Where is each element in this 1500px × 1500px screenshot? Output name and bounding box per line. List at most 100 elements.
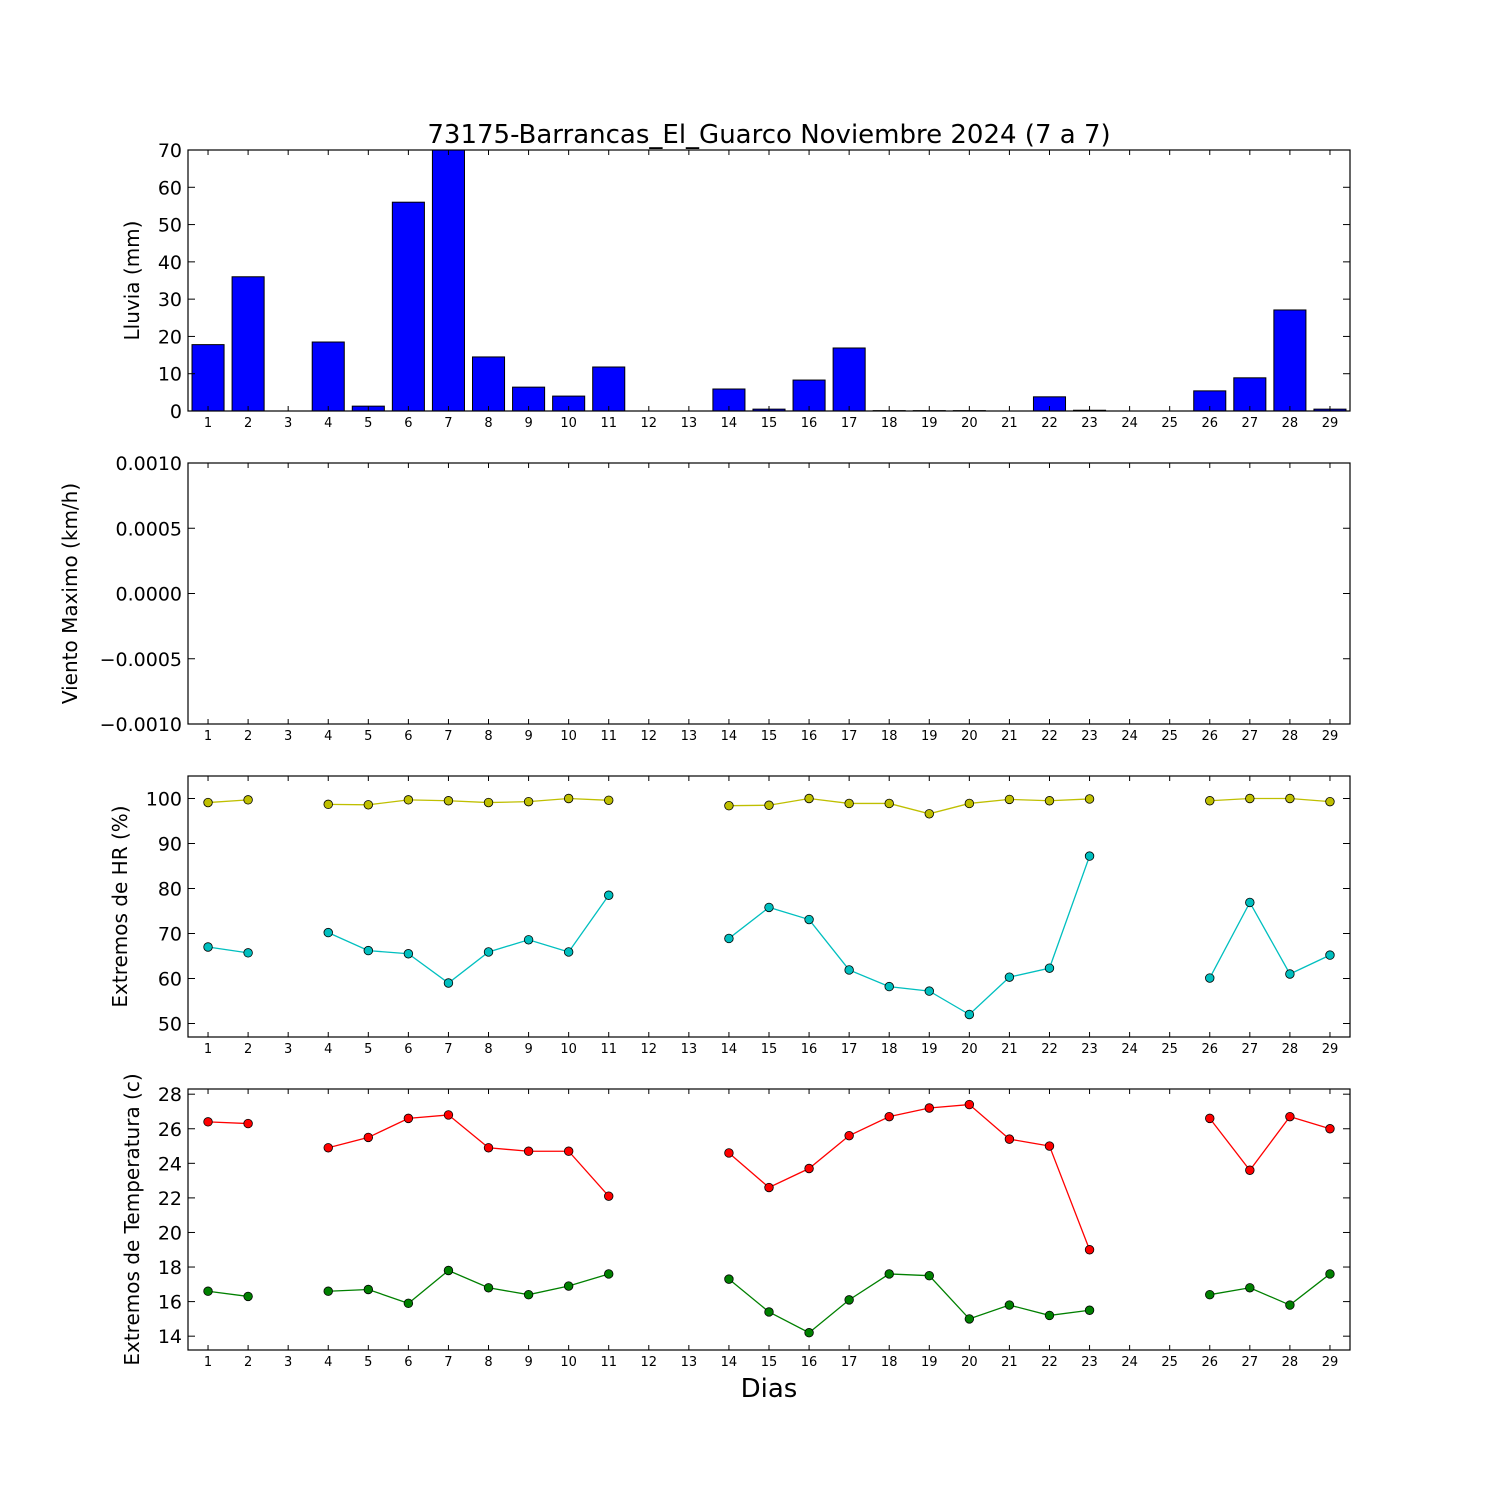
bar-day-6 [392,202,424,411]
x-tick-label: 26 [1201,1042,1218,1057]
y-axis-label: Viento Maximo (km/h) [58,483,82,704]
y-tick-label: −0.0010 [100,714,182,736]
point-day-4 [324,1287,333,1296]
point-day-27 [1246,1166,1255,1175]
point-day-26 [1205,1114,1214,1123]
point-day-10 [564,948,573,957]
x-tick-label: 24 [1121,729,1138,744]
x-tick-label: 29 [1322,1042,1339,1057]
x-tick-label: 1 [204,729,212,744]
y-tick-label: 0.0010 [116,453,182,475]
x-tick-label: 17 [841,1355,858,1370]
x-tick-label: 7 [444,1042,452,1057]
bar-day-4 [312,342,344,411]
x-tick-label: 8 [484,729,492,744]
x-tick-label: 23 [1081,1042,1098,1057]
point-day-6 [404,796,413,805]
point-day-15 [765,801,774,810]
point-day-15 [765,1308,774,1317]
point-day-5 [364,1285,373,1294]
x-tick-label: 13 [681,416,698,431]
point-day-23 [1085,852,1094,861]
x-tick-label: 1 [204,1355,212,1370]
x-tick-label: 22 [1041,729,1058,744]
point-day-22 [1045,796,1054,805]
point-day-14 [725,1275,734,1284]
point-day-15 [765,1183,774,1192]
point-day-6 [404,949,413,958]
x-tick-label: 25 [1161,1355,1178,1370]
bar-day-7 [432,150,464,411]
x-tick-label: 18 [881,1355,898,1370]
x-tick-label: 25 [1161,1042,1178,1057]
chart-title: 73175-Barrancas_El_Guarco Noviembre 2024… [427,120,1110,150]
point-day-19 [925,1104,934,1113]
x-tick-label: 28 [1282,416,1299,431]
x-tick-label: 11 [600,1355,617,1370]
x-tick-label: 27 [1242,1355,1259,1370]
point-day-7 [444,1111,453,1120]
point-day-28 [1286,1301,1295,1310]
bar-day-1 [192,345,224,411]
x-tick-label: 5 [364,1042,372,1057]
point-day-28 [1286,970,1295,979]
point-day-11 [604,1192,613,1201]
point-day-14 [725,1149,734,1158]
point-day-6 [404,1114,413,1123]
bar-day-8 [472,357,504,411]
y-tick-label: 16 [158,1292,182,1314]
y-tick-label: 80 [158,879,182,901]
point-day-5 [364,946,373,955]
x-tick-label: 20 [961,416,978,431]
point-day-19 [925,810,934,819]
x-tick-label: 26 [1201,416,1218,431]
x-tick-label: 5 [364,416,372,431]
x-tick-label: 6 [404,1042,412,1057]
point-day-17 [845,1131,854,1140]
y-axis-label: Extremos de Temperatura (c) [120,1073,144,1365]
point-day-10 [564,1147,573,1156]
point-day-1 [204,798,213,807]
x-tick-label: 15 [761,1042,778,1057]
x-tick-label: 9 [524,729,532,744]
point-day-15 [765,903,774,912]
y-tick-label: 90 [158,834,182,856]
x-tick-label: 9 [524,1042,532,1057]
point-day-1 [204,1118,213,1127]
x-tick-label: 8 [484,1042,492,1057]
point-day-21 [1005,973,1014,982]
point-day-23 [1085,1306,1094,1315]
x-tick-label: 21 [1001,1042,1018,1057]
point-day-28 [1286,1112,1295,1121]
x-tick-label: 11 [600,416,617,431]
x-tick-label: 21 [1001,1355,1018,1370]
point-day-16 [805,794,814,803]
y-tick-label: 28 [158,1084,182,1106]
x-tick-label: 4 [324,1355,332,1370]
x-tick-label: 22 [1041,1042,1058,1057]
point-day-17 [845,966,854,975]
point-day-9 [524,936,533,945]
y-tick-label: 26 [158,1119,182,1141]
point-day-21 [1005,1135,1014,1144]
point-day-23 [1085,1245,1094,1254]
x-tick-label: 7 [444,416,452,431]
x-tick-label: 18 [881,1042,898,1057]
point-day-8 [484,1143,493,1152]
x-tick-label: 16 [801,729,818,744]
point-day-22 [1045,964,1054,973]
x-tick-label: 20 [961,1042,978,1057]
point-day-2 [244,1119,253,1128]
point-day-14 [725,934,734,943]
x-tick-label: 10 [560,1355,577,1370]
x-tick-label: 11 [600,1042,617,1057]
x-tick-label: 3 [284,416,292,431]
point-day-26 [1205,796,1214,805]
point-day-8 [484,1283,493,1292]
point-day-14 [725,801,734,810]
x-tick-label: 14 [721,416,738,431]
x-tick-label: 17 [841,416,858,431]
point-day-27 [1246,898,1255,907]
point-day-21 [1005,795,1014,804]
